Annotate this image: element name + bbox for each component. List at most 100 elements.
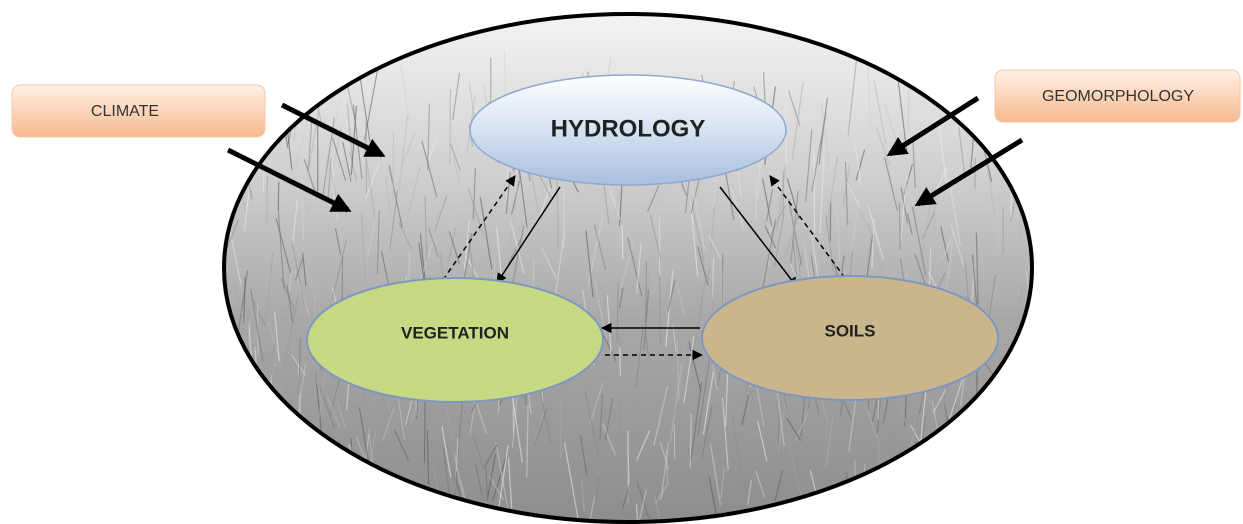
- grass-blade: [275, 218, 292, 274]
- soils-node: SOILS: [701, 275, 999, 401]
- grass-blade: [294, 258, 304, 281]
- grass-blade: [315, 277, 323, 300]
- grass-blade: [290, 156, 301, 189]
- grass-blade: [761, 401, 775, 436]
- dashed-arrow: [769, 175, 846, 279]
- grass-blade: [584, 390, 600, 458]
- grass-blade: [265, 175, 269, 226]
- grass-blade: [758, 422, 774, 447]
- grass-blade: [224, 370, 226, 443]
- grass-blade: [388, 165, 403, 228]
- grass-blade: [362, 464, 368, 521]
- grass-blade: [224, 354, 227, 432]
- grass-blade: [224, 377, 233, 427]
- grass-blade: [298, 338, 302, 395]
- grass-blade: [533, 409, 548, 446]
- grass-blade: [304, 487, 309, 509]
- grass-blade: [654, 281, 671, 341]
- grass-blade: [824, 156, 839, 236]
- grass-blade: [865, 405, 878, 439]
- grass-blade: [278, 418, 291, 450]
- grass-blade: [234, 139, 243, 193]
- grass-blade: [585, 230, 594, 298]
- grass-blade: [1022, 145, 1031, 194]
- grass-blade: [877, 469, 891, 506]
- grass-blade: [581, 480, 585, 512]
- grass-blade: [360, 213, 367, 286]
- grass-blade: [688, 341, 702, 392]
- grass-blade: [757, 420, 768, 462]
- grass-blade: [691, 186, 706, 250]
- grass-blade: [483, 444, 498, 468]
- grass-blade: [630, 350, 644, 380]
- grass-blade: [389, 189, 399, 251]
- grass-blade: [676, 341, 680, 400]
- grass-blade: [448, 227, 457, 262]
- grass-blade: [900, 175, 908, 241]
- grass-blade: [873, 80, 887, 144]
- grass-blade: [708, 477, 720, 522]
- ellipse: [701, 275, 999, 401]
- grass-blade: [811, 112, 827, 192]
- grass-blade: [936, 168, 948, 189]
- grass-blade: [712, 363, 718, 391]
- grass-blade: [1013, 340, 1023, 376]
- grass-blade: [426, 430, 430, 485]
- grass-blade: [948, 377, 964, 423]
- grass-blade: [836, 202, 841, 262]
- grass-blade: [250, 289, 264, 362]
- grass-blade: [635, 325, 644, 389]
- grass-blade: [696, 246, 709, 285]
- grass-blade: [526, 404, 529, 478]
- grass-blade: [655, 311, 667, 353]
- grass-blade: [787, 199, 803, 266]
- grass-blade: [331, 240, 347, 300]
- grass-blade: [984, 148, 996, 216]
- grass-blade: [690, 382, 703, 461]
- grass-blade: [332, 137, 347, 181]
- grass-blade: [258, 392, 266, 416]
- grass-blade: [448, 231, 461, 265]
- grass-blade: [538, 223, 542, 263]
- grass-blade: [538, 429, 545, 461]
- grass-blade: [940, 226, 949, 262]
- grass-blade: [244, 435, 253, 467]
- grass-blade: [349, 150, 357, 182]
- grass-blade: [939, 392, 945, 417]
- grass-blade: [636, 481, 650, 519]
- grass-blade: [400, 64, 410, 124]
- grass-blade: [403, 489, 409, 522]
- grass-blade: [846, 182, 861, 207]
- grass-blade: [511, 393, 523, 463]
- grass-blade: [720, 467, 725, 499]
- grass-blade: [486, 453, 497, 501]
- grass-blade: [985, 388, 988, 433]
- grass-blade: [810, 210, 819, 283]
- node-label: GEOMORPHOLOGY: [1042, 88, 1194, 105]
- grass-blade: [961, 424, 964, 449]
- grass-blade: [277, 211, 285, 290]
- grass-blade: [653, 494, 661, 520]
- grass-blade: [588, 496, 596, 522]
- grass-blade: [764, 225, 777, 249]
- grass-blade: [397, 221, 413, 250]
- grass-blade: [618, 287, 624, 309]
- node-label: CLIMATE: [91, 103, 159, 120]
- grass-blade: [265, 253, 274, 322]
- grass-blade: [765, 188, 774, 222]
- grass-blade: [647, 185, 660, 212]
- grass-blade: [884, 157, 899, 212]
- grass-blade: [336, 400, 346, 429]
- geomorphology-box: GEOMORPHOLOGY: [994, 69, 1241, 123]
- grass-blade: [275, 315, 284, 396]
- grass-blade: [414, 422, 421, 451]
- grass-blade: [342, 141, 352, 182]
- grass-blade: [721, 397, 729, 471]
- grass-blade: [346, 103, 354, 159]
- grass-blade: [421, 140, 438, 197]
- grass-blade: [485, 468, 489, 497]
- arrow: [914, 137, 1024, 207]
- grass-blade: [819, 398, 834, 471]
- grass-blade: [252, 298, 266, 326]
- grass-blade: [267, 56, 280, 124]
